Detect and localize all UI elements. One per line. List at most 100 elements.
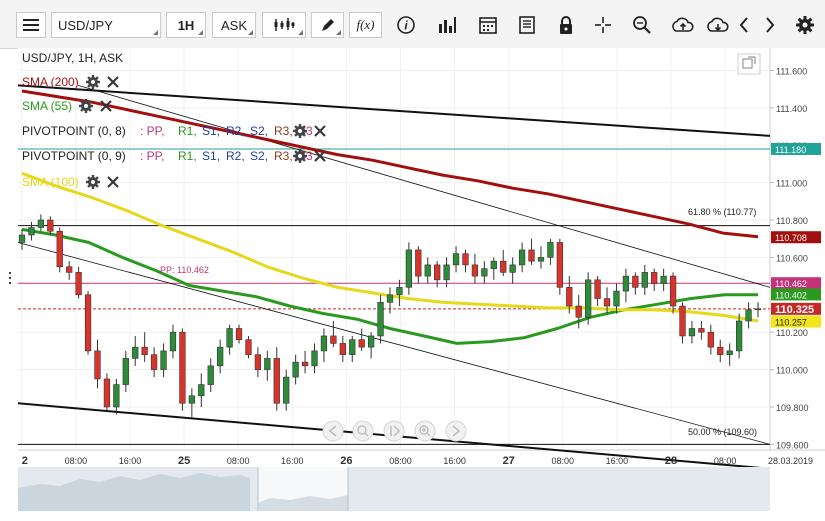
candle: [273, 347, 280, 411]
candle-body: [37, 219, 45, 228]
candle-body: [518, 249, 526, 266]
menu-button[interactable]: [16, 12, 46, 38]
nav-zoom-out-button[interactable]: [352, 420, 374, 442]
candle: [603, 287, 611, 314]
gear-icon-tooth: [80, 107, 85, 112]
timeframe-label: 1H: [177, 17, 195, 33]
crosshair-button[interactable]: [589, 12, 617, 38]
candle: [386, 287, 394, 314]
lock-button[interactable]: [552, 12, 580, 38]
symbol-selector[interactable]: USD/JPY: [51, 12, 161, 38]
navigator-strip[interactable]: [18, 467, 770, 511]
price-tag-bg: [771, 288, 821, 301]
chart-title: USD/JPY, 1H, ASK: [22, 51, 123, 65]
info-button[interactable]: i: [392, 12, 420, 38]
candle: [311, 343, 318, 374]
candle: [217, 339, 224, 374]
candle: [292, 354, 299, 385]
candle-body: [169, 331, 177, 352]
candle: [188, 388, 195, 419]
gear-icon[interactable]: [86, 75, 100, 89]
maximize-button[interactable]: [737, 53, 761, 75]
price-chart[interactable]: 111.600111.400111.200111.000110.800110.6…: [0, 48, 825, 521]
candle-body: [150, 354, 158, 370]
candle: [575, 294, 582, 329]
candle: [500, 249, 507, 277]
plot-area[interactable]: [18, 48, 770, 450]
report-button[interactable]: [513, 12, 541, 38]
candle-body: [396, 287, 403, 296]
candle-body: [245, 339, 252, 355]
price-side-selector[interactable]: ASK: [212, 12, 256, 38]
close-icon[interactable]: [107, 76, 119, 88]
dropdown-corner-icon: [298, 30, 303, 35]
close-icon-stroke: [100, 100, 112, 112]
svg-text:i: i: [404, 19, 408, 33]
candle-body: [490, 260, 497, 269]
candle-body: [462, 253, 469, 266]
gear-icon[interactable]: [79, 99, 93, 113]
candle: [283, 369, 290, 411]
candle: [566, 276, 573, 314]
time-tick-label: 08:00: [552, 456, 575, 466]
close-icon[interactable]: [314, 125, 326, 137]
candle-body: [358, 339, 365, 348]
price-axis[interactable]: [770, 48, 825, 450]
candle: [330, 320, 337, 348]
upload-button[interactable]: [667, 12, 699, 38]
calendar-button[interactable]: [474, 12, 502, 38]
candle: [160, 343, 167, 378]
candle-body: [47, 219, 54, 232]
candle-body: [688, 328, 696, 337]
candle-body: [18, 234, 26, 243]
candle: [367, 332, 375, 359]
download-button[interactable]: [702, 12, 734, 38]
close-icon[interactable]: [100, 100, 112, 112]
pivot-part-label: : PP,: [140, 149, 164, 163]
gear-icon[interactable]: [86, 175, 100, 189]
zoom-button[interactable]: [628, 12, 656, 38]
close-icon-stroke: [314, 125, 326, 137]
gear-icon-tooth: [94, 76, 99, 81]
candle-body: [198, 384, 205, 397]
symbol-label: USD/JPY: [58, 17, 113, 33]
gear-icon[interactable]: [293, 124, 307, 138]
candle-body: [537, 257, 545, 262]
candle: [28, 221, 35, 241]
candle-body: [424, 264, 431, 277]
gear-icon-hole: [84, 104, 88, 108]
next-button[interactable]: [760, 12, 780, 38]
indicators-button[interactable]: f(x): [349, 12, 382, 38]
gear-icon-tooth: [301, 132, 306, 137]
candle-body: [66, 266, 73, 273]
candle-body: [94, 350, 101, 380]
lock-icon: [560, 16, 572, 34]
candle-body: [292, 361, 299, 378]
resize-handle[interactable]: [9, 272, 11, 284]
timeframe-selector[interactable]: 1H: [166, 12, 206, 38]
drawing-tools-button[interactable]: [311, 12, 344, 38]
candle-body: [594, 279, 601, 299]
pivot-part-label: R3,: [274, 149, 293, 163]
legend: USD/JPY, 1H, ASK SMA (200) SMA (55) PIVOTP…: [22, 51, 326, 189]
candle: [707, 324, 714, 355]
nav-reset-button[interactable]: [383, 420, 405, 442]
nav-last-button[interactable]: [445, 420, 467, 442]
prev-button[interactable]: [734, 12, 754, 38]
chart-type-button[interactable]: [262, 12, 306, 38]
nav-first-button[interactable]: [322, 420, 344, 442]
close-icon[interactable]: [314, 150, 326, 162]
navigation-controls: [322, 420, 467, 442]
candle-body: [641, 272, 648, 288]
settings-button[interactable]: [792, 12, 818, 38]
candle: [537, 246, 545, 269]
close-icon[interactable]: [107, 176, 119, 188]
gear-icon[interactable]: [293, 149, 307, 163]
candle: [735, 313, 743, 359]
time-tick-label: 08:00: [714, 456, 737, 466]
nav-zoom-in-button[interactable]: [414, 420, 436, 442]
candle-body: [556, 242, 563, 288]
bar-stats-button[interactable]: [433, 12, 461, 38]
toolbar: USD/JPY 1H ASK f(x) i: [0, 0, 825, 49]
dropdown-corner-icon: [336, 30, 341, 35]
